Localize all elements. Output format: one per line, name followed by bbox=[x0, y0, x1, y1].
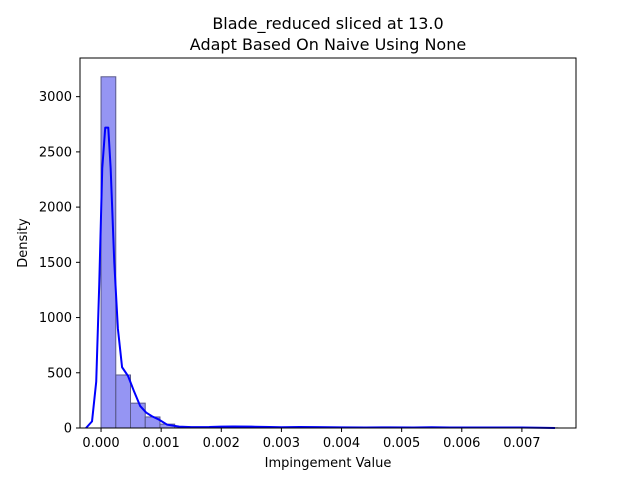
x-tick-label: 0.004 bbox=[323, 436, 360, 451]
histogram-bar bbox=[130, 402, 146, 429]
x-axis: 0.000 0.001 0.002 0.003 0.004 0.005 0.006 0.007 bbox=[82, 428, 541, 451]
x-tick-label: 0.000 bbox=[82, 436, 119, 451]
y-axis-label: Density bbox=[16, 218, 31, 268]
plot-area bbox=[85, 76, 559, 429]
x-tick-label: 0.003 bbox=[263, 436, 300, 451]
y-tick-label: 2000 bbox=[39, 201, 72, 216]
y-tick-label: 2500 bbox=[39, 145, 72, 160]
histogram-bar bbox=[115, 374, 132, 429]
x-tick-label: 0.007 bbox=[503, 436, 540, 451]
x-axis-label: Impingement Value bbox=[265, 456, 392, 471]
chart-title-line-1: Blade_reduced sliced at 13.0 bbox=[212, 14, 443, 34]
kde-line bbox=[85, 126, 555, 429]
x-tick-label: 0.001 bbox=[143, 436, 180, 451]
y-tick-label: 3000 bbox=[39, 90, 72, 105]
x-tick-label: 0.002 bbox=[203, 436, 240, 451]
y-tick-label: 1500 bbox=[39, 256, 72, 271]
chart-title-line-2: Adapt Based On Naive Using None bbox=[190, 35, 466, 54]
plot-frame bbox=[79, 57, 577, 429]
y-tick-label: 0 bbox=[64, 422, 72, 437]
x-tick-label: 0.006 bbox=[443, 436, 480, 451]
x-tick-label: 0.005 bbox=[383, 436, 420, 451]
y-axis: 0 500 1000 1500 2000 2500 3000 bbox=[39, 90, 80, 437]
y-tick-label: 1000 bbox=[39, 311, 72, 326]
y-tick-label: 500 bbox=[47, 366, 72, 381]
